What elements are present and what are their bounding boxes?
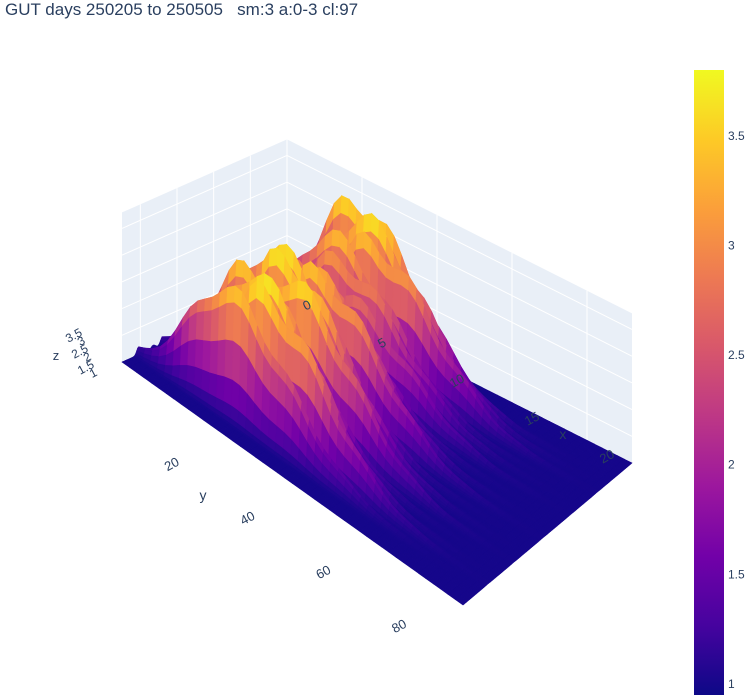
x-tick-label: 15 <box>522 408 542 428</box>
y-axis-title: y <box>200 487 207 503</box>
colorbar-tick-label: 1.5 <box>728 567 745 581</box>
z-axis-title: z <box>53 348 60 363</box>
x-tick-label: 10 <box>447 371 467 391</box>
colorbar-tick-label: 3 <box>728 238 735 252</box>
chart-title: GUT days 250205 to 250505 sm:3 a:0-3 cl:… <box>5 0 359 19</box>
y-tick-label: 20 <box>162 454 182 474</box>
y-tick-label: 80 <box>389 616 409 636</box>
y-tick-label: 60 <box>313 562 333 582</box>
colorbar-tick-label: 3.5 <box>728 129 745 143</box>
colorbar-tick-label: 2.5 <box>728 348 745 362</box>
colorbar: 1 1.5 2 2.5 3 3.5 <box>694 70 745 695</box>
x-tick-label: 20 <box>597 446 617 466</box>
colorbar-tick-label: 2 <box>728 458 735 472</box>
y-tick-label: 40 <box>238 508 258 528</box>
surface-mesh <box>121 194 633 606</box>
colorbar-tick-label: 1 <box>728 677 735 691</box>
colorbar-gradient <box>694 70 724 695</box>
x-axis-title: x <box>559 426 566 442</box>
